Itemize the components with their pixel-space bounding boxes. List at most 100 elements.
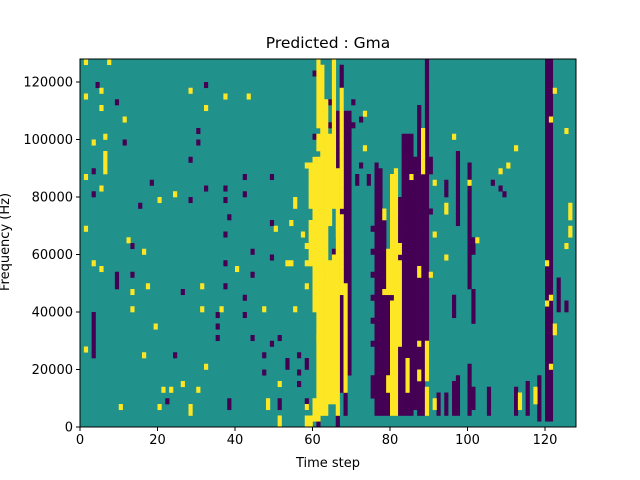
heatmap-cell-low [378,358,383,365]
heatmap-cell-high [308,220,313,227]
heatmap-cell-low [471,398,476,405]
heatmap-cell-high [320,386,325,393]
heatmap-cell-low [165,398,170,405]
heatmap-cell-high [421,168,426,175]
heatmap-cell-high [312,225,317,232]
heatmap-cell-low [421,266,426,273]
heatmap-cell-high [467,179,472,186]
heatmap-cell-low [417,162,422,169]
heatmap-cell-low [417,260,422,267]
heatmap-cell-high [324,340,329,347]
heatmap-cell-low [204,185,209,192]
heatmap-cell-low [269,254,275,261]
heatmap-cell-low [339,306,344,313]
heatmap-cell-low [382,225,387,232]
heatmap-cell-low [374,392,379,399]
heatmap-cell-low [339,312,344,319]
heatmap-cell-high [335,185,340,192]
heatmap-cell-high [444,254,449,261]
heatmap-cell-low [347,352,352,359]
heatmap-cell-high [339,243,344,250]
heatmap-cell-high [390,266,395,273]
heatmap-cell-low [405,202,410,209]
heatmap-cell-high [328,386,333,393]
heatmap-cell-low [347,294,352,301]
heatmap-cell-low [382,381,387,388]
heatmap-cell-high [343,329,348,336]
heatmap-cell-high [107,59,112,66]
heatmap-cell-low [382,300,387,307]
heatmap-cell-low [347,254,352,261]
heatmap-cell-low [417,386,422,393]
heatmap-cell-low [417,317,422,324]
heatmap-cell-high [328,317,333,324]
heatmap-cell-high [316,87,321,94]
heatmap-cell-high [223,93,228,100]
heatmap-cell-high [397,329,402,336]
heatmap-cell-low [347,116,352,123]
heatmap-cell-high [320,266,325,273]
heatmap-cell-high [328,398,333,405]
heatmap-cell-low [114,277,120,284]
heatmap-cell-low [401,162,406,169]
heatmap-cell-low [405,220,410,227]
heatmap-cell-low [409,363,414,370]
heatmap-cell-low [370,392,375,399]
heatmap-cell-low [138,202,143,209]
heatmap-cell-low [378,243,383,250]
heatmap-cell-high [335,266,340,273]
heatmap-cell-high [405,381,410,388]
heatmap-cell-high [320,133,325,140]
heatmap-cell-low [397,398,402,405]
heatmap-cell-high [320,93,325,100]
heatmap-cell-high [335,208,340,215]
heatmap-cell-high [386,375,391,382]
heatmap-cell-high [335,179,340,186]
heatmap-cell-high [331,105,337,112]
heatmap-cell-high [328,381,333,388]
heatmap-cell-high [308,231,313,238]
heatmap-cell-low [545,392,550,399]
heatmap-cell-low [347,185,352,192]
heatmap-cell-high [312,415,317,422]
heatmap-cell-low [467,191,472,198]
heatmap-cell-high [390,185,395,192]
heatmap-cell-low [409,409,414,416]
plot-area [79,58,577,428]
heatmap-cell-low [347,260,352,267]
heatmap-cell-low [467,254,472,261]
heatmap-cell-high [397,289,402,296]
heatmap-cell-low [343,398,348,405]
heatmap-cell-low [339,386,344,393]
heatmap-cell-high [308,225,313,232]
heatmap-cell-low [548,323,554,330]
x-tick-label: 120 [533,433,558,448]
heatmap-cell-high [386,260,391,267]
heatmap-cell-low [386,409,391,416]
heatmap-cell-low [455,386,461,393]
heatmap-cell-low [378,254,383,261]
heatmap-cell-high [324,266,329,273]
heatmap-cell-low [417,392,422,399]
heatmap-cell-high [475,237,480,244]
heatmap-cell-low [339,352,344,359]
heatmap-cell-low [545,363,550,370]
heatmap-cell-low [545,248,550,255]
heatmap-cell-low [269,340,275,347]
heatmap-cell-high [390,271,395,278]
heatmap-cell-low [421,248,426,255]
heatmap-cell-high [362,110,368,117]
heatmap-cell-low [545,116,550,123]
heatmap-cell-low [471,294,476,301]
heatmap-cell-high [393,254,399,261]
heatmap-cell-low [397,381,402,388]
heatmap-cell-low [421,409,426,416]
heatmap-cell-high [397,294,402,301]
heatmap-cell-low [545,197,550,204]
heatmap-cell-low [242,191,247,198]
heatmap-cell-low [401,231,406,238]
heatmap-cell-high [339,271,344,278]
heatmap-cell-high [312,404,317,411]
heatmap-cell-low [401,289,406,296]
heatmap-cell-low [417,231,422,238]
